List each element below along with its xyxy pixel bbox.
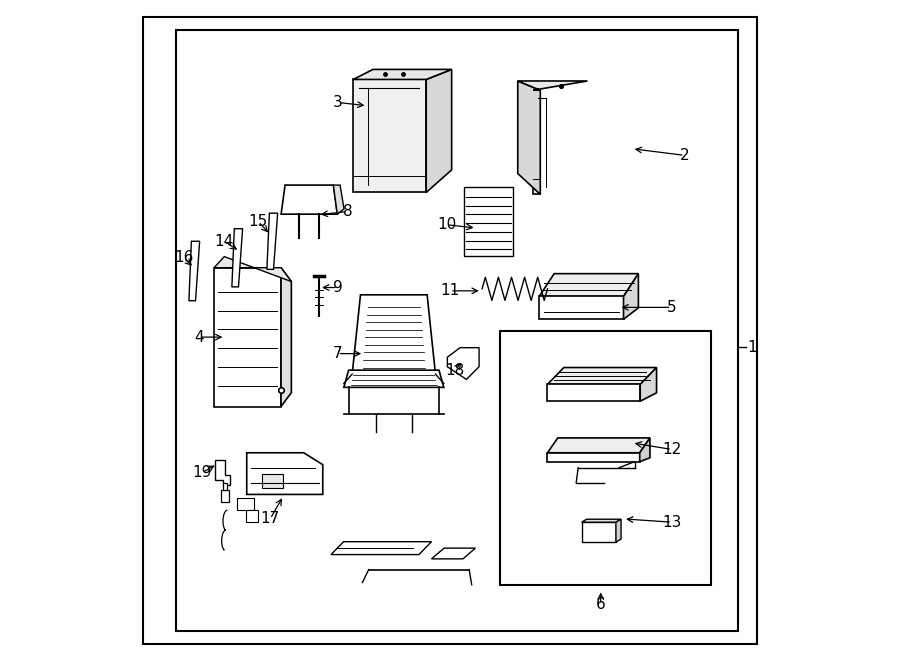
Bar xyxy=(247,510,258,522)
Text: 17: 17 xyxy=(261,512,280,526)
Polygon shape xyxy=(547,453,640,461)
Polygon shape xyxy=(214,256,292,282)
Text: 10: 10 xyxy=(437,217,456,232)
Bar xyxy=(176,30,737,631)
Text: 6: 6 xyxy=(596,598,606,612)
Text: 3: 3 xyxy=(333,95,343,110)
Polygon shape xyxy=(640,368,657,401)
Polygon shape xyxy=(281,268,292,407)
Text: 12: 12 xyxy=(662,442,681,457)
Bar xyxy=(500,330,711,585)
Polygon shape xyxy=(547,368,657,385)
Polygon shape xyxy=(247,453,323,494)
Bar xyxy=(221,490,230,502)
Polygon shape xyxy=(518,81,540,194)
Text: 1: 1 xyxy=(747,340,757,354)
Text: 18: 18 xyxy=(446,363,465,377)
Polygon shape xyxy=(640,438,650,461)
Text: 11: 11 xyxy=(440,284,460,298)
Polygon shape xyxy=(352,295,436,374)
Text: 16: 16 xyxy=(174,251,194,265)
Polygon shape xyxy=(232,229,243,287)
Polygon shape xyxy=(624,274,638,319)
Polygon shape xyxy=(427,69,452,192)
Bar xyxy=(464,186,513,256)
Text: 7: 7 xyxy=(333,346,342,361)
Text: 2: 2 xyxy=(680,148,689,163)
Bar xyxy=(262,473,284,488)
Text: 14: 14 xyxy=(214,234,234,249)
Text: 9: 9 xyxy=(333,280,343,295)
Polygon shape xyxy=(581,520,621,522)
Polygon shape xyxy=(533,90,540,194)
Polygon shape xyxy=(616,520,621,542)
Polygon shape xyxy=(331,542,431,555)
Polygon shape xyxy=(333,185,344,214)
Polygon shape xyxy=(215,460,230,485)
Text: 8: 8 xyxy=(343,204,353,219)
Bar xyxy=(223,483,228,490)
Text: 13: 13 xyxy=(662,515,682,529)
Polygon shape xyxy=(547,385,640,401)
Text: 5: 5 xyxy=(667,300,676,315)
Polygon shape xyxy=(267,213,277,270)
Polygon shape xyxy=(539,296,624,319)
Polygon shape xyxy=(447,348,479,379)
Polygon shape xyxy=(539,274,638,296)
Polygon shape xyxy=(214,268,281,407)
Polygon shape xyxy=(281,185,338,214)
Polygon shape xyxy=(189,241,200,301)
Text: 15: 15 xyxy=(248,214,268,229)
Polygon shape xyxy=(518,81,588,90)
Polygon shape xyxy=(547,438,650,453)
Text: 19: 19 xyxy=(193,465,212,480)
Polygon shape xyxy=(344,370,444,387)
Bar xyxy=(581,522,616,542)
Polygon shape xyxy=(431,548,475,559)
Text: 4: 4 xyxy=(194,330,203,344)
Bar xyxy=(238,498,254,510)
Polygon shape xyxy=(354,69,452,79)
Polygon shape xyxy=(354,79,427,192)
